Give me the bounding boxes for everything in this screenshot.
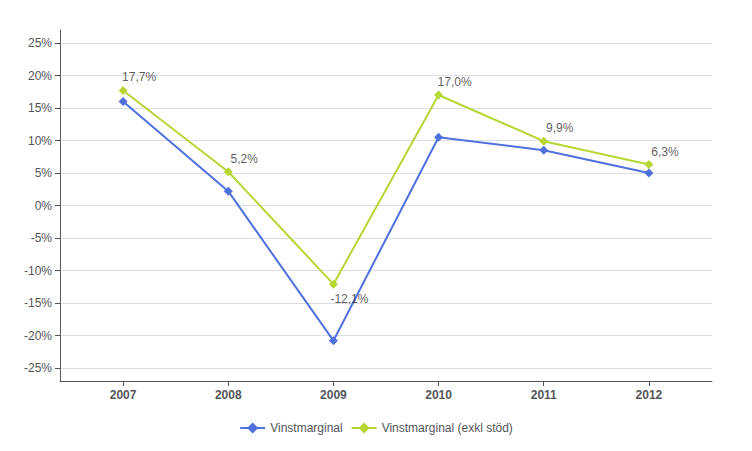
svg-text:-25%: -25% <box>24 361 52 375</box>
svg-text:10%: 10% <box>28 134 52 148</box>
svg-text:15%: 15% <box>28 101 52 115</box>
svg-text:2007: 2007 <box>110 388 137 402</box>
svg-text:5,2%: 5,2% <box>231 152 259 166</box>
svg-text:2012: 2012 <box>636 388 663 402</box>
svg-text:-5%: -5% <box>31 231 53 245</box>
svg-text:9,9%: 9,9% <box>546 121 574 135</box>
svg-text:-15%: -15% <box>24 296 52 310</box>
svg-text:2008: 2008 <box>215 388 242 402</box>
svg-text:2009: 2009 <box>320 388 347 402</box>
svg-text:-12,1%: -12,1% <box>330 292 368 306</box>
svg-text:-20%: -20% <box>24 329 52 343</box>
svg-text:25%: 25% <box>28 36 52 50</box>
svg-text:6,3%: 6,3% <box>651 145 679 159</box>
svg-text:17,7%: 17,7% <box>122 70 156 84</box>
svg-text:0%: 0% <box>35 199 53 213</box>
svg-text:Vinstmarginal (exkl stöd): Vinstmarginal (exkl stöd) <box>382 421 513 435</box>
svg-text:2011: 2011 <box>531 388 557 402</box>
svg-text:5%: 5% <box>35 166 53 180</box>
svg-text:-10%: -10% <box>24 264 52 278</box>
svg-text:2010: 2010 <box>425 388 452 402</box>
svg-text:17,0%: 17,0% <box>438 75 472 89</box>
svg-text:Vinstmarginal: Vinstmarginal <box>270 421 342 435</box>
svg-text:20%: 20% <box>28 69 52 83</box>
